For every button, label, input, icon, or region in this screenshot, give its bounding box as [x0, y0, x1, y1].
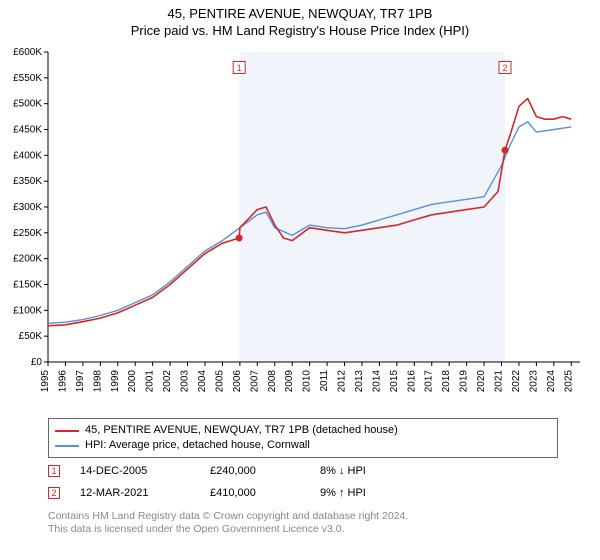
svg-text:1999: 1999 — [110, 370, 121, 393]
svg-text:2005: 2005 — [214, 370, 225, 393]
svg-text:2019: 2019 — [459, 370, 470, 393]
svg-text:2024: 2024 — [546, 370, 557, 393]
sale-price: £410,000 — [210, 487, 300, 499]
sale-marker-icon: 2 — [48, 487, 60, 499]
chart-area: £0 £50K £100K £150K £200K £250K £300K £350K £400… — [0, 42, 600, 412]
footer-line: This data is licensed under the Open Gov… — [48, 523, 558, 536]
svg-text:2013: 2013 — [354, 370, 365, 393]
svg-text:2010: 2010 — [302, 370, 313, 393]
legend-item: HPI: Average price, detached house, Corn… — [55, 438, 551, 453]
svg-text:2: 2 — [502, 63, 507, 73]
svg-text:£450K: £450K — [13, 125, 42, 136]
footer-line: Contains HM Land Registry data © Crown c… — [48, 510, 558, 523]
svg-text:1998: 1998 — [92, 370, 103, 393]
legend-item: 45, PENTIRE AVENUE, NEWQUAY, TR7 1PB (de… — [55, 423, 551, 438]
title-subtitle: Price paid vs. HM Land Registry's House … — [0, 23, 600, 38]
svg-text:2016: 2016 — [406, 370, 417, 393]
svg-text:2001: 2001 — [145, 370, 156, 393]
svg-text:2008: 2008 — [267, 370, 278, 393]
svg-text:2007: 2007 — [249, 370, 260, 393]
sale-diff: 8% ↓ HPI — [320, 465, 410, 477]
title-address: 45, PENTIRE AVENUE, NEWQUAY, TR7 1PB — [0, 6, 600, 21]
svg-text:2014: 2014 — [371, 370, 382, 393]
svg-text:£350K: £350K — [13, 176, 42, 187]
svg-text:2025: 2025 — [563, 370, 574, 393]
sale-marker-icon: 1 — [48, 465, 60, 477]
legend-box: 45, PENTIRE AVENUE, NEWQUAY, TR7 1PB (de… — [48, 418, 558, 458]
svg-text:£0: £0 — [31, 357, 43, 368]
svg-text:1: 1 — [237, 63, 242, 73]
svg-text:£550K: £550K — [13, 73, 42, 84]
svg-text:£100K: £100K — [13, 305, 42, 316]
svg-text:2022: 2022 — [511, 370, 522, 393]
legend-label: 45, PENTIRE AVENUE, NEWQUAY, TR7 1PB (de… — [85, 423, 398, 438]
line-chart-svg: £0 £50K £100K £150K £200K £250K £300K £350K £400… — [0, 42, 600, 412]
chart-container: 45, PENTIRE AVENUE, NEWQUAY, TR7 1PB Pri… — [0, 0, 600, 560]
svg-text:2018: 2018 — [441, 370, 452, 393]
svg-text:£300K: £300K — [13, 202, 42, 213]
sale-price: £240,000 — [210, 465, 300, 477]
svg-text:£150K: £150K — [13, 280, 42, 291]
sale-date: 12-MAR-2021 — [80, 487, 190, 499]
svg-text:2006: 2006 — [232, 370, 243, 393]
svg-text:2000: 2000 — [127, 370, 138, 393]
svg-text:2017: 2017 — [424, 370, 435, 393]
svg-text:£200K: £200K — [13, 254, 42, 265]
sale-row: 1 14-DEC-2005 £240,000 8% ↓ HPI — [48, 460, 558, 482]
legend-swatch — [55, 445, 79, 447]
legend-swatch — [55, 430, 79, 432]
svg-text:2011: 2011 — [319, 370, 330, 392]
footer-attribution: Contains HM Land Registry data © Crown c… — [48, 510, 558, 536]
sales-list: 1 14-DEC-2005 £240,000 8% ↓ HPI 2 12-MAR… — [48, 460, 558, 504]
svg-text:2009: 2009 — [284, 370, 295, 393]
sale-date: 14-DEC-2005 — [80, 465, 190, 477]
svg-text:1995: 1995 — [40, 370, 51, 393]
svg-text:2003: 2003 — [180, 370, 191, 393]
svg-text:2021: 2021 — [494, 370, 505, 393]
svg-text:2012: 2012 — [337, 370, 348, 393]
svg-text:2023: 2023 — [528, 370, 539, 393]
title-block: 45, PENTIRE AVENUE, NEWQUAY, TR7 1PB Pri… — [0, 0, 600, 38]
sale-diff: 9% ↑ HPI — [320, 487, 410, 499]
svg-text:2002: 2002 — [162, 370, 173, 393]
sale-row: 2 12-MAR-2021 £410,000 9% ↑ HPI — [48, 482, 558, 504]
svg-text:£600K: £600K — [13, 47, 42, 58]
svg-text:2015: 2015 — [389, 370, 400, 393]
svg-text:£50K: £50K — [19, 331, 43, 342]
svg-text:2020: 2020 — [476, 370, 487, 393]
svg-text:£250K: £250K — [13, 228, 42, 239]
svg-text:2004: 2004 — [197, 370, 208, 393]
legend-label: HPI: Average price, detached house, Corn… — [85, 438, 310, 453]
svg-text:£400K: £400K — [13, 150, 42, 161]
svg-text:£500K: £500K — [13, 99, 42, 110]
svg-text:1996: 1996 — [57, 370, 68, 393]
svg-text:1997: 1997 — [75, 370, 86, 393]
